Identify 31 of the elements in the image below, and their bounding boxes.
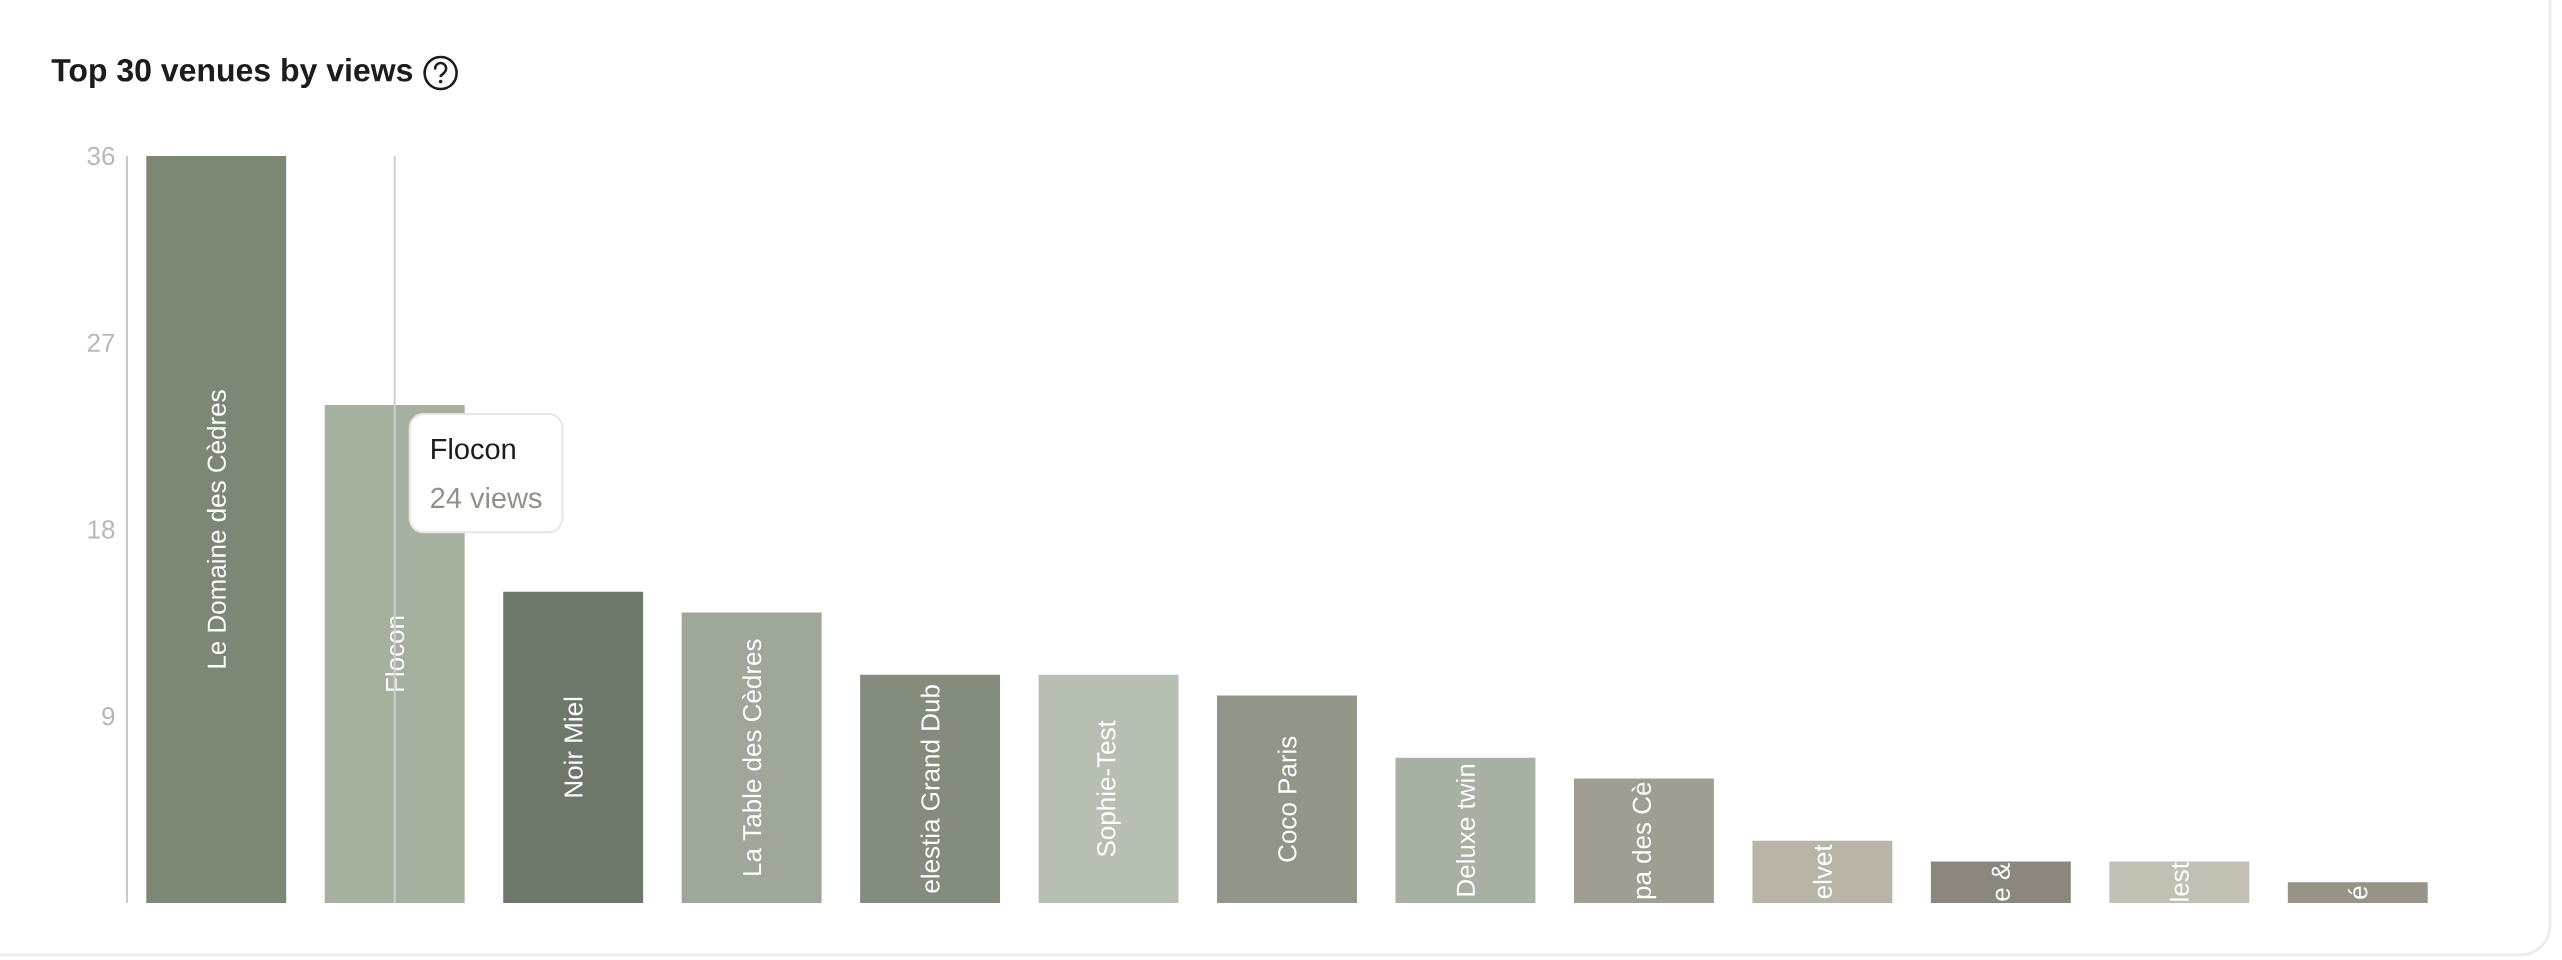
x-tick-label: Coco Paris	[1277, 736, 1297, 862]
bar	[681, 612, 822, 903]
x-tick-label: La Table des Cèdres	[741, 639, 762, 875]
bar	[860, 674, 1001, 903]
y-tick-label: 36	[87, 146, 115, 166]
x-tick-label: lest	[2169, 862, 2189, 901]
x-tick-label: é	[2348, 886, 2368, 899]
bar	[1752, 840, 1893, 903]
x-tick-label: elestia Grand Dub	[920, 685, 940, 893]
bar	[146, 155, 287, 903]
annotation: Flocon	[432, 437, 515, 460]
bar	[1930, 861, 2071, 903]
bar	[503, 591, 644, 903]
bar	[1395, 757, 1536, 903]
bar	[1038, 674, 1179, 903]
bar	[1217, 695, 1357, 903]
x-tick-label: e &	[1991, 863, 2010, 901]
x-tick-label: pa des Cè	[1631, 782, 1657, 899]
y-tick-label: 27	[87, 333, 115, 352]
y-tick-label: 9	[102, 707, 115, 726]
y-tick-label: 18	[88, 520, 115, 539]
x-tick-label: Deluxe twin	[1455, 764, 1476, 896]
x-tick-label: Le Domaine des Cèdres	[206, 390, 226, 668]
x-tick-label: Noir Miel	[563, 697, 583, 797]
bar	[2287, 882, 2428, 903]
x-tick-label: elvet	[1812, 844, 1832, 899]
bar	[2109, 861, 2250, 903]
bar	[1573, 778, 1714, 903]
data-label: 24 views	[431, 486, 542, 509]
x-tick-label: Sophie-Test	[1096, 720, 1121, 857]
chart-title: Top 30 venues by views	[51, 58, 413, 88]
